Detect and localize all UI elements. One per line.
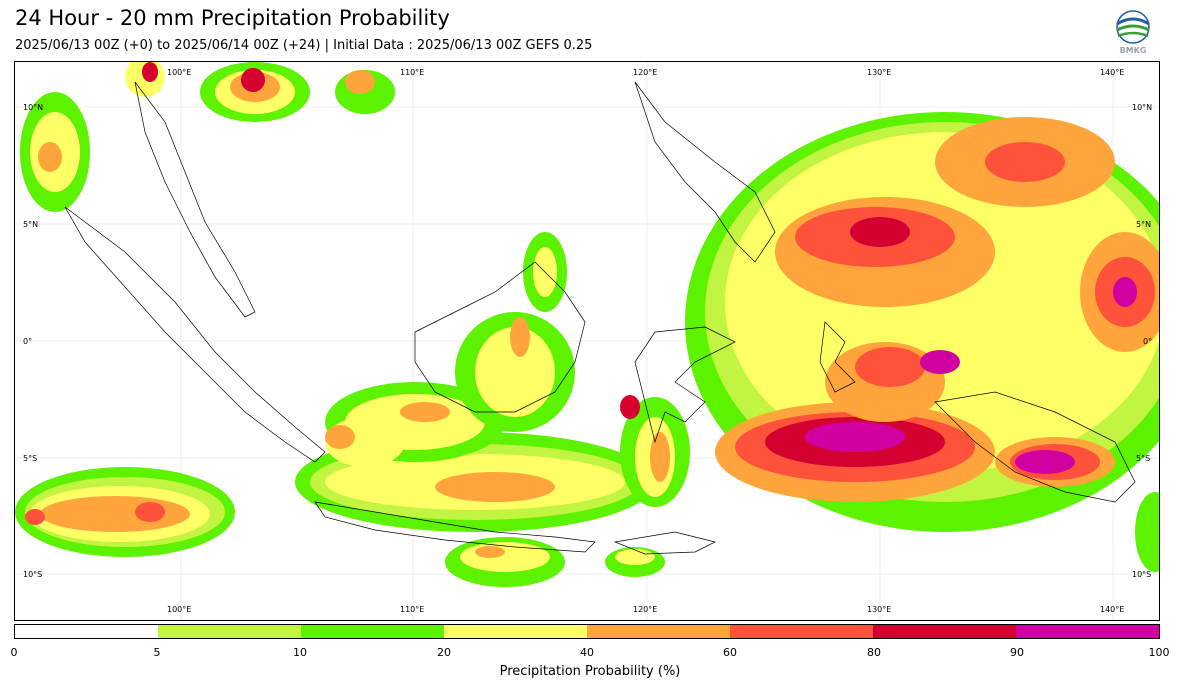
colorbar-tick: 100 (1148, 646, 1170, 659)
colorbar-tick: 90 (1010, 646, 1024, 659)
colorbar-segment (730, 625, 873, 638)
lat-label-right: 5°N (1136, 220, 1152, 229)
map-title: 24 Hour - 20 mm Precipitation Probabilit… (15, 6, 450, 30)
lon-label-bottom: 140°E (1100, 605, 1125, 614)
colorbar (14, 624, 1160, 639)
philippines-outline (634, 81, 776, 263)
lon-label-top: 110°E (400, 68, 425, 77)
lon-label-bottom: 130°E (867, 605, 892, 614)
lat-label-right: 10°N (1132, 103, 1153, 112)
probability-fields (15, 62, 1159, 587)
colorbar-segment (587, 625, 730, 638)
colorbar-tick: 60 (723, 646, 737, 659)
logo-text: BMKG (1120, 46, 1147, 55)
lon-label-bottom: 110°E (400, 605, 425, 614)
java-outline (314, 501, 596, 553)
colorbar-tick: 10 (293, 646, 307, 659)
colorbar-tick: 20 (437, 646, 451, 659)
coastlines (64, 81, 1136, 555)
lon-label-top: 140°E (1100, 68, 1125, 77)
colorbar-tick: 5 (153, 646, 161, 659)
colorbar-label: Precipitation Probability (%) (499, 664, 681, 679)
colorbar-segment (15, 625, 158, 638)
lat-label-right: 0° (1143, 337, 1153, 346)
colorbar-tick: 0 (10, 646, 18, 659)
lon-label-bottom: 120°E (633, 605, 658, 614)
map-canvas (15, 62, 1159, 620)
lon-label-top: 120°E (633, 68, 658, 77)
colorbar-segment (1016, 625, 1159, 638)
lat-label-left: 10°S (23, 570, 43, 579)
lat-label-left: 5°S (23, 454, 38, 463)
halmahera-outline (819, 321, 856, 393)
sulawesi-outline (634, 326, 736, 444)
borneo-outline (414, 261, 586, 413)
colorbar-segment (444, 625, 587, 638)
colorbar-segment (873, 625, 1016, 638)
lat-label-right: 10°S (1132, 570, 1152, 579)
lat-label-left: 0° (23, 337, 33, 346)
colorbar-segment (158, 625, 301, 638)
precipitation-map: 100°E 110°E 120°E 130°E 140°E 100°E 110°… (14, 61, 1160, 621)
lat-label-left: 5°N (23, 220, 39, 229)
lon-label-top: 130°E (867, 68, 892, 77)
timor-outline (613, 531, 717, 555)
new-guinea-outline (934, 391, 1136, 503)
colorbar-tick: 80 (867, 646, 881, 659)
colorbar-tick: 40 (580, 646, 594, 659)
lat-label-right: 5°S (1136, 454, 1151, 463)
lon-label-top: 100°E (167, 68, 192, 77)
bmkg-logo: BMKG (1112, 10, 1154, 56)
lat-label-left: 10°N (23, 103, 44, 112)
malay-peninsula-outline (134, 81, 256, 318)
map-subtitle: 2025/06/13 00Z (+0) to 2025/06/14 00Z (+… (15, 38, 593, 53)
colorbar-segment (301, 625, 444, 638)
sumatra-outline (64, 206, 326, 463)
lon-label-bottom: 100°E (167, 605, 192, 614)
